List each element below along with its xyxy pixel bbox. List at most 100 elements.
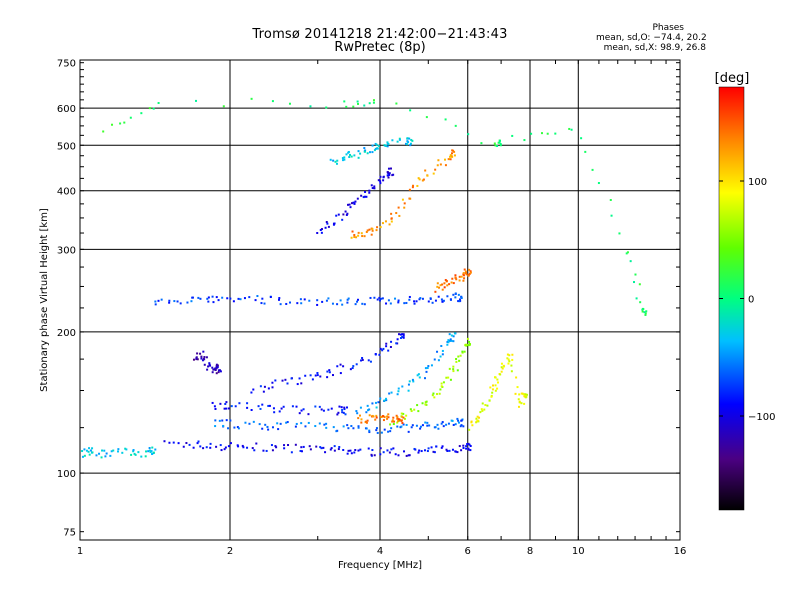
data-point	[346, 298, 349, 301]
data-point	[426, 424, 429, 427]
data-point	[387, 167, 390, 170]
data-point	[342, 365, 345, 368]
data-point	[402, 334, 405, 337]
data-point	[466, 343, 469, 346]
data-point	[591, 168, 594, 171]
data-point	[454, 450, 457, 453]
data-point	[285, 302, 288, 305]
data-point	[400, 425, 403, 428]
data-point	[314, 374, 317, 377]
data-point	[335, 214, 338, 217]
data-point	[254, 299, 257, 302]
data-point	[441, 349, 444, 352]
data-point	[336, 365, 339, 368]
data-point	[494, 144, 497, 147]
data-point	[357, 449, 360, 452]
data-point	[452, 365, 455, 368]
data-point	[457, 419, 460, 422]
data-point	[507, 362, 510, 365]
data-point	[409, 109, 412, 112]
data-point	[325, 299, 328, 302]
data-point	[500, 366, 503, 369]
data-point	[385, 397, 388, 400]
data-point	[261, 297, 264, 300]
data-point	[454, 296, 457, 299]
data-point	[353, 451, 356, 454]
data-point	[382, 175, 385, 178]
y-axis-label: Stationary phase Virtual Height [km]	[39, 208, 50, 392]
data-point	[402, 412, 405, 415]
data-point	[278, 298, 281, 301]
data-point	[426, 174, 429, 177]
data-point	[129, 116, 132, 119]
data-point	[432, 450, 435, 453]
data-point	[188, 443, 191, 446]
data-point	[501, 367, 504, 370]
data-point	[342, 213, 345, 216]
data-point	[407, 141, 410, 144]
data-point	[322, 446, 325, 449]
data-point	[499, 144, 502, 147]
data-point	[314, 425, 317, 428]
data-point	[517, 398, 520, 401]
data-point	[222, 424, 225, 427]
data-point	[461, 350, 464, 353]
data-point	[87, 450, 90, 453]
data-point	[221, 419, 224, 422]
data-point	[451, 152, 454, 155]
data-point	[276, 422, 279, 425]
data-point	[360, 421, 363, 424]
data-point	[283, 447, 286, 450]
data-point	[98, 452, 101, 455]
data-point	[224, 402, 227, 405]
data-point	[478, 416, 481, 419]
data-point	[343, 158, 346, 161]
data-point	[271, 426, 274, 429]
data-point	[140, 112, 143, 115]
data-point	[117, 448, 120, 451]
data-point	[375, 406, 378, 409]
data-point	[392, 423, 395, 426]
data-point	[418, 298, 421, 301]
data-point	[229, 297, 232, 300]
data-point	[470, 420, 473, 423]
data-point	[421, 297, 424, 300]
data-point	[319, 446, 322, 449]
data-point	[288, 102, 291, 105]
data-point	[373, 185, 376, 188]
data-point	[446, 284, 449, 287]
data-point	[343, 408, 346, 411]
data-point	[389, 167, 392, 170]
data-point	[500, 370, 503, 373]
data-point	[466, 337, 469, 340]
data-point	[391, 139, 394, 142]
data-point	[642, 308, 645, 311]
data-point	[390, 391, 393, 394]
data-point	[518, 393, 521, 396]
data-point	[271, 386, 274, 389]
data-point	[391, 419, 394, 422]
data-point	[463, 268, 466, 271]
data-point	[88, 447, 91, 450]
data-point	[334, 160, 337, 163]
data-point	[300, 409, 303, 412]
data-point	[148, 449, 151, 452]
data-point	[319, 228, 322, 231]
data-point	[234, 405, 237, 408]
data-point	[401, 385, 404, 388]
data-point	[644, 313, 647, 316]
data-point	[438, 286, 441, 289]
x-tick-label: 4	[377, 546, 383, 557]
data-point	[496, 381, 499, 384]
data-point	[271, 381, 274, 384]
data-point	[447, 341, 450, 344]
data-point	[379, 175, 382, 178]
data-point	[625, 252, 628, 255]
data-point	[426, 367, 429, 370]
data-point	[395, 102, 398, 105]
data-point	[195, 99, 198, 102]
phases-heading: Phases	[652, 23, 684, 33]
data-point	[609, 198, 612, 201]
data-point	[221, 296, 224, 299]
data-point	[458, 279, 461, 282]
